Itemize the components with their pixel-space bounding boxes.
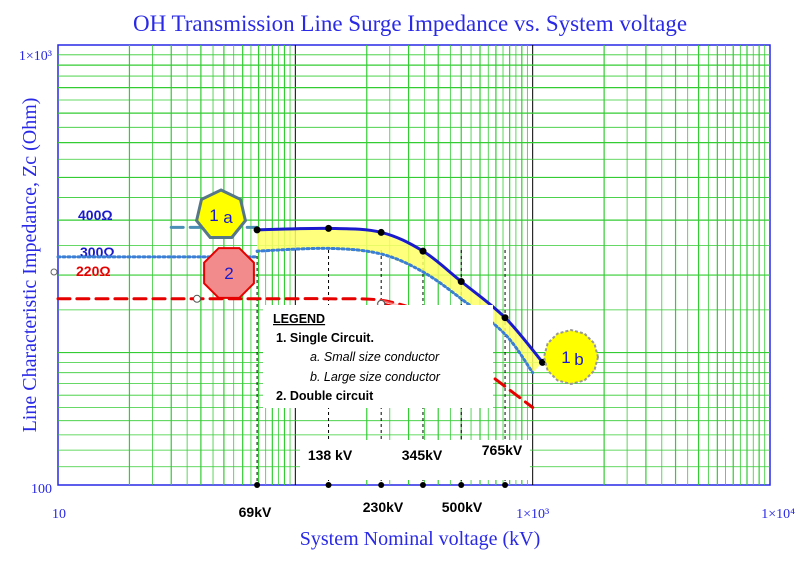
chart-title: OH Transmission Line Surge Impedance vs.… <box>133 11 687 36</box>
band-fill <box>257 228 543 373</box>
data-point <box>325 224 333 232</box>
impedance-label: 220Ω <box>76 263 111 279</box>
legend-heading: LEGEND <box>273 312 325 326</box>
badge-2-label: 2 <box>224 264 233 283</box>
voltage-marker <box>254 482 261 488</box>
badge-1b-label: 1 <box>561 348 570 367</box>
x-axis-title: System Nominal voltage (kV) <box>300 528 541 550</box>
voltage-marker <box>502 482 509 488</box>
data-point <box>457 278 465 286</box>
series-line <box>255 246 535 375</box>
x-tick-label: 1×10⁴ <box>761 507 795 522</box>
voltage-marker <box>378 482 385 488</box>
legend-item: a. Small size conductor <box>310 350 440 364</box>
badge-1a <box>194 188 248 239</box>
labels: OH Transmission Line Surge Impedance vs.… <box>19 11 795 550</box>
voltage-label: 345kV <box>402 447 443 463</box>
data-point-open <box>193 294 201 303</box>
data-point <box>253 226 261 234</box>
badge-1b <box>542 328 600 386</box>
y-axis-title: Line Characteristic Impedance, Zc (Ohm) <box>19 98 41 433</box>
voltage-label: 230kV <box>363 499 404 515</box>
legend-item: 2. Double circuit <box>276 389 374 403</box>
impedance-label: 400Ω <box>78 207 113 223</box>
grid <box>57 44 771 486</box>
label-panel <box>300 440 530 480</box>
voltage-marker <box>325 482 332 488</box>
badges: 1 a21 b <box>194 188 600 386</box>
legend-background <box>263 305 493 408</box>
badge-1b-sublabel: b <box>574 350 583 369</box>
voltage-marker <box>419 482 426 488</box>
legend-item: b. Large size conductor <box>310 370 441 384</box>
axis-marker <box>50 268 58 276</box>
badge-1a-label: 1 <box>209 206 218 225</box>
voltage-label: 69kV <box>239 504 272 520</box>
badge-2 <box>203 247 255 299</box>
voltage-label: 500kV <box>442 499 483 515</box>
badge-1a-sublabel: a <box>223 208 233 227</box>
legend-item: 1. Single Circuit. <box>276 331 374 345</box>
x-tick-label: 1×10³ <box>516 507 549 522</box>
x-tick-label: 10 <box>52 507 66 522</box>
voltage-marker <box>458 482 465 488</box>
data-point <box>377 228 385 236</box>
data-point <box>501 314 509 322</box>
voltage-label: 765kV <box>482 442 523 458</box>
y-tick-label: 100 <box>31 482 52 497</box>
legend-box: LEGEND 1. Single Circuit. a. Small size co… <box>263 305 493 408</box>
data-point <box>419 247 427 255</box>
voltage-label: 138 kV <box>308 447 353 463</box>
y-tick-label: 1×10³ <box>19 49 52 64</box>
